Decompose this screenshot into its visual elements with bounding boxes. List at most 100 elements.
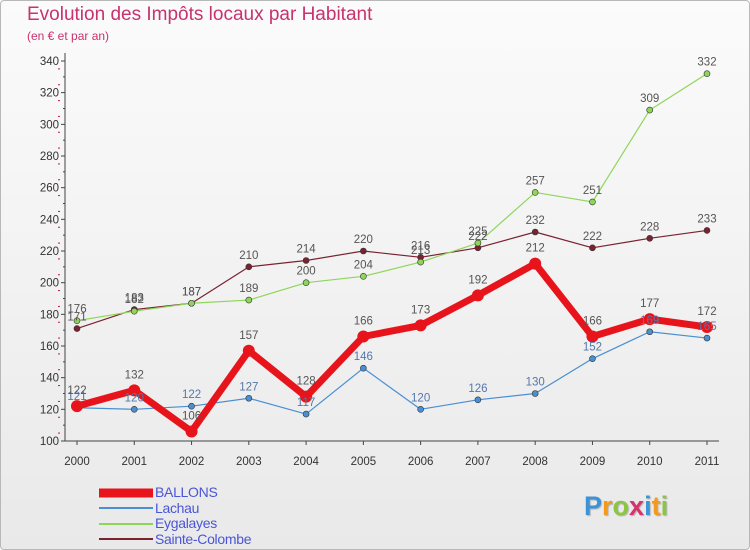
data-label-ballons: 132 — [125, 369, 144, 381]
data-label-lachau: 121 — [67, 391, 86, 403]
data-point-ballons — [643, 313, 656, 326]
data-point-ballons — [128, 384, 141, 397]
x-tick-label: 2007 — [465, 456, 491, 468]
data-label-eygalayes: 309 — [640, 93, 659, 105]
data-point-ballons — [242, 344, 255, 357]
series-line-eygalayes — [76, 73, 708, 322]
logo-letter: i — [644, 491, 652, 521]
data-point-lachau — [531, 390, 539, 397]
x-tick-label: 2006 — [408, 456, 434, 468]
data-label-lachau: 120 — [125, 392, 144, 404]
series-line-ballons — [73, 260, 711, 435]
data-label-sainte-colombe: 228 — [640, 221, 659, 233]
data-point-sainte-colombe — [73, 325, 81, 332]
data-label-sainte-colombe: 183 — [125, 293, 144, 305]
data-point-ballons — [300, 390, 313, 403]
data-point-eygalayes — [531, 189, 539, 196]
data-label-sainte-colombe: 232 — [526, 215, 545, 227]
legend-item-lachau: Lachau — [99, 499, 349, 517]
series-eygalayes — [73, 70, 711, 324]
y-tick-label: 300 — [40, 119, 59, 131]
x-tick-label: 2004 — [293, 456, 319, 468]
data-point-ballons — [71, 400, 83, 413]
data-label-ballons: 106 — [182, 411, 201, 423]
data-label-eygalayes: 332 — [697, 57, 716, 69]
data-point-ballons — [529, 257, 542, 270]
data-point-lachau — [703, 334, 711, 342]
legend-swatch — [99, 488, 153, 498]
legend-item-eygalayes: Eygalayes — [99, 515, 349, 532]
y-tick-label: 120 — [40, 404, 59, 416]
series-lachau — [73, 328, 711, 418]
data-label-ballons: 192 — [468, 274, 487, 286]
x-tick-label: 2001 — [121, 456, 147, 468]
y-tick-label: 180 — [40, 309, 59, 321]
data-label-lachau: 152 — [583, 342, 602, 354]
y-tick-label: 240 — [40, 214, 59, 226]
data-label-eygalayes: 225 — [468, 226, 487, 238]
y-tick-label: 160 — [40, 341, 59, 353]
y-tick-label: 140 — [40, 373, 59, 385]
x-tick-label: 2009 — [580, 456, 606, 468]
data-label-eygalayes: 204 — [354, 259, 374, 271]
data-point-eygalayes — [360, 273, 367, 280]
data-label-eygalayes: 187 — [182, 286, 201, 298]
data-label-ballons: 166 — [583, 316, 602, 328]
data-point-lachau — [646, 328, 654, 336]
chart-axes: 100 120 140 160 180 200 220 240 260 280 300 320 340 2… — [40, 53, 719, 468]
y-tick-label: 320 — [40, 88, 59, 100]
data-label-ballons: 177 — [640, 298, 659, 310]
data-label-sainte-colombe: 233 — [697, 213, 716, 225]
data-point-lachau — [302, 410, 310, 418]
data-point-eygalayes — [417, 258, 424, 266]
data-label-lachau: 117 — [297, 397, 315, 409]
data-point-sainte-colombe — [245, 263, 253, 271]
data-label-lachau: 169 — [640, 315, 659, 327]
legend-item-sainte-colombe: Sainte-Colombe — [99, 531, 349, 548]
data-label-sainte-colombe: 214 — [296, 244, 316, 256]
series-line-lachau — [76, 331, 708, 415]
x-tick-label: 2002 — [179, 456, 205, 468]
data-label-sainte-colombe: 171 — [67, 312, 86, 324]
data-label-eygalayes: 213 — [411, 245, 430, 257]
data-point-sainte-colombe — [360, 247, 367, 255]
data-label-lachau: 165 — [697, 321, 716, 333]
data-point-sainte-colombe — [646, 235, 654, 242]
data-label-eygalayes: 182 — [125, 294, 144, 306]
data-point-sainte-colombe — [531, 228, 539, 236]
y-tick-label: 220 — [40, 246, 59, 258]
data-point-ballons — [701, 321, 713, 333]
data-point-eygalayes — [188, 299, 195, 307]
series-sainte-colombe — [73, 227, 711, 332]
data-label-lachau: 146 — [354, 351, 373, 363]
data-point-ballons — [471, 289, 484, 302]
legend-label: Lachau — [155, 499, 200, 516]
y-tick-label: 260 — [40, 183, 59, 195]
chart-title: Evolution des Impôts locaux par Habitant — [27, 4, 373, 25]
data-point-lachau — [130, 406, 138, 413]
logo-letter: x — [629, 491, 645, 521]
data-labels-layer: 171 183 187 210 214 220 216 222 232 222 228 233 176 1… — [67, 57, 716, 423]
data-label-ballons: 166 — [354, 316, 373, 328]
data-label-eygalayes: 176 — [67, 304, 86, 316]
legend-item-ballons: BALLONS — [99, 484, 349, 501]
x-tick-label: 2008 — [522, 456, 548, 468]
data-point-eygalayes — [703, 70, 711, 77]
series-layer — [71, 70, 713, 438]
legend-label: BALLONS — [155, 484, 218, 500]
x-tick-label: 2010 — [637, 456, 663, 468]
data-label-lachau: 122 — [182, 389, 201, 401]
logo-letter: t — [651, 491, 661, 521]
data-label-sainte-colombe: 220 — [354, 234, 373, 246]
legend-swatch — [99, 538, 153, 541]
data-point-ballons — [357, 330, 370, 343]
logo-letter: o — [612, 491, 630, 521]
data-label-sainte-colombe: 222 — [468, 231, 487, 243]
data-point-lachau — [245, 394, 253, 402]
series-line-sainte-colombe — [76, 229, 708, 330]
series-ballons — [71, 257, 713, 438]
data-point-eygalayes — [589, 198, 596, 206]
data-label-eygalayes: 251 — [583, 185, 602, 197]
